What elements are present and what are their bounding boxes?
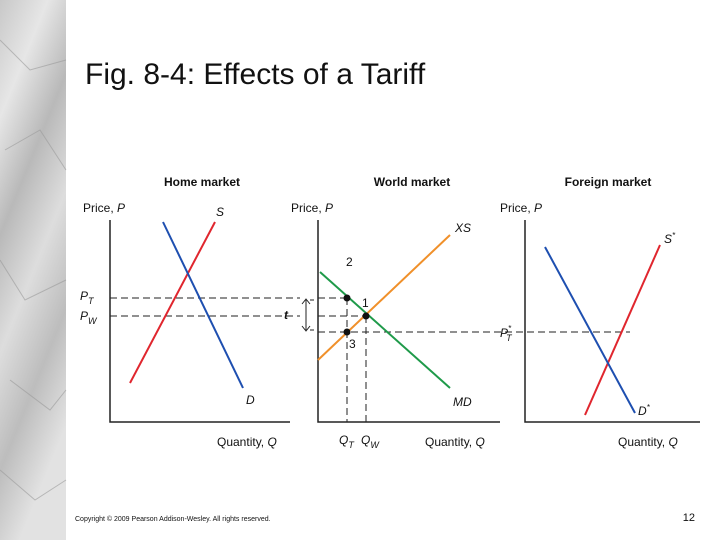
point (343, 328, 351, 336)
text: P (80, 309, 88, 323)
copyright: Copyright © 2009 Pearson Addison-Wesley.… (75, 515, 271, 523)
marble-strip (0, 0, 66, 540)
text: P (325, 201, 333, 215)
y-axis-label: Price, P (291, 201, 333, 215)
text: Price, (500, 201, 534, 215)
marble-veins (0, 39, 67, 501)
text: D (638, 404, 647, 418)
export-supply-curve (317, 234, 451, 361)
slide-title: Fig. 8-4: Effects of a Tariff (85, 58, 426, 91)
foreign-demand-curve (544, 246, 636, 414)
curve-label: D (246, 393, 255, 407)
panel-title: Home market (164, 175, 240, 189)
demand-curve (162, 221, 244, 389)
point (343, 294, 351, 302)
y-axis-label: Price, P (500, 201, 542, 215)
import-demand-curve (319, 271, 451, 389)
x-axis-label: Quantity, Q (425, 435, 485, 449)
point-label: 3 (349, 337, 356, 351)
curve-label: S* (664, 231, 676, 246)
tariff-bracket (301, 298, 314, 332)
curve-label: XS (454, 221, 471, 235)
text: S (664, 232, 672, 246)
price-label: PT (80, 289, 95, 306)
points (343, 294, 370, 336)
point (362, 312, 370, 320)
price-label: PW (80, 309, 98, 326)
text: Q (668, 435, 677, 449)
text: * (672, 231, 676, 240)
text: Price, (291, 201, 325, 215)
text: Quantity, (425, 435, 475, 449)
text: P (117, 201, 125, 215)
page-number: 12 (683, 512, 695, 524)
text: Q (361, 433, 370, 447)
supply-curve (129, 221, 216, 384)
point-label: 2 (346, 255, 353, 269)
text: P (500, 326, 508, 340)
text: Quantity, (217, 435, 267, 449)
text: T (348, 440, 355, 450)
panel-title: Foreign market (565, 175, 652, 189)
text: P (80, 289, 88, 303)
text: Price, (83, 201, 117, 215)
dashed-guides (110, 297, 630, 422)
curve-label: MD (453, 395, 472, 409)
tariff-label: t (284, 308, 289, 322)
text: Q (339, 433, 348, 447)
curves (129, 221, 661, 416)
axes (109, 220, 700, 423)
curve-label: D* (638, 403, 651, 418)
price-label: P* T (500, 324, 513, 343)
text: Q (475, 435, 484, 449)
text: * (647, 403, 651, 412)
text: Q (267, 435, 276, 449)
foreign-supply-curve (584, 244, 661, 416)
text: Quantity, (618, 435, 668, 449)
x-axis-label: Quantity, Q (217, 435, 277, 449)
text: P (534, 201, 542, 215)
text: W (370, 440, 380, 450)
text: T (88, 296, 95, 306)
text: T (506, 333, 513, 343)
curve-label: S (216, 205, 224, 219)
quantity-label: QW (361, 433, 380, 450)
x-axis-label: Quantity, Q (618, 435, 678, 449)
y-axis-label: Price, P (83, 201, 125, 215)
quantity-label: QT (339, 433, 355, 450)
text: W (88, 316, 98, 326)
panel-title: World market (374, 175, 450, 189)
point-label: 1 (362, 296, 369, 310)
text: * (508, 324, 512, 333)
